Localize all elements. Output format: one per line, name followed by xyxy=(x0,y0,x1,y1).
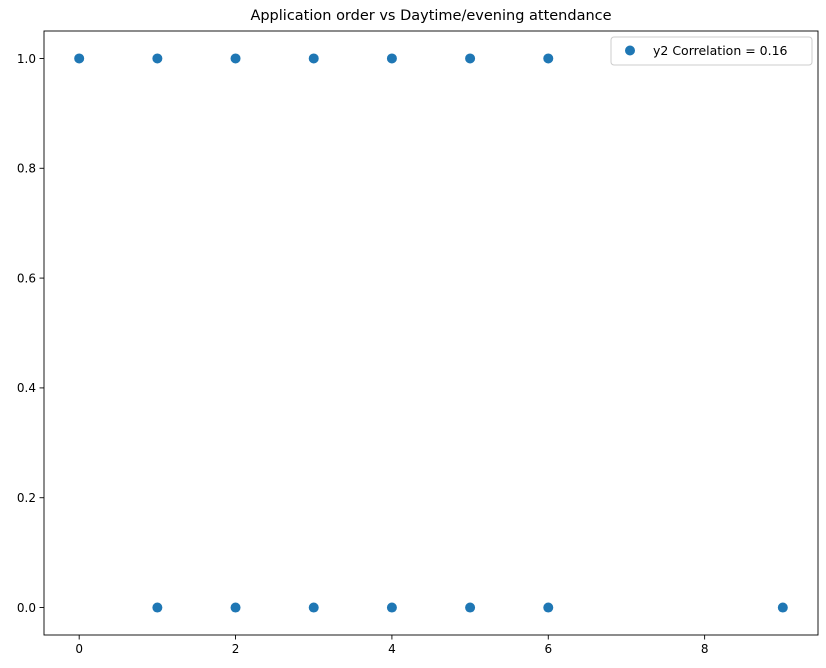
data-point xyxy=(386,53,397,64)
y-tick-label: 0.2 xyxy=(17,491,36,505)
legend: y2 Correlation = 0.16 xyxy=(610,36,813,66)
data-point xyxy=(386,602,397,613)
data-point xyxy=(152,602,163,613)
y-tick-label: 1.0 xyxy=(17,52,36,66)
x-tick-label: 0 xyxy=(75,642,83,656)
axes-layer: 0 2 4 6 8 0.0 0.2 0.4 0.6 0.8 1.0 xyxy=(17,30,819,656)
data-point xyxy=(230,602,241,613)
plot-frame xyxy=(43,30,819,636)
data-point xyxy=(777,602,788,613)
data-point xyxy=(230,53,241,64)
legend-frame xyxy=(610,36,813,66)
points-layer xyxy=(74,53,788,613)
x-tick-label: 8 xyxy=(701,642,709,656)
y-tick-label: 0.4 xyxy=(17,381,36,395)
x-tick-label: 2 xyxy=(232,642,240,656)
x-tick-label: 4 xyxy=(388,642,396,656)
data-point xyxy=(308,53,319,64)
data-point xyxy=(543,602,554,613)
legend-label: y2 Correlation = 0.16 xyxy=(653,43,788,58)
data-point xyxy=(465,602,476,613)
y-tick-label: 0.0 xyxy=(17,601,36,615)
x-tick-label: 6 xyxy=(544,642,552,656)
data-point xyxy=(465,53,476,64)
data-point xyxy=(308,602,319,613)
y-tick-label: 0.6 xyxy=(17,271,36,285)
data-point xyxy=(543,53,554,64)
legend-marker xyxy=(625,45,635,56)
chart-title: Application order vs Daytime/evening att… xyxy=(250,8,611,24)
y-tick-label: 0.8 xyxy=(17,162,36,176)
data-point xyxy=(74,53,85,64)
data-point xyxy=(152,53,163,64)
